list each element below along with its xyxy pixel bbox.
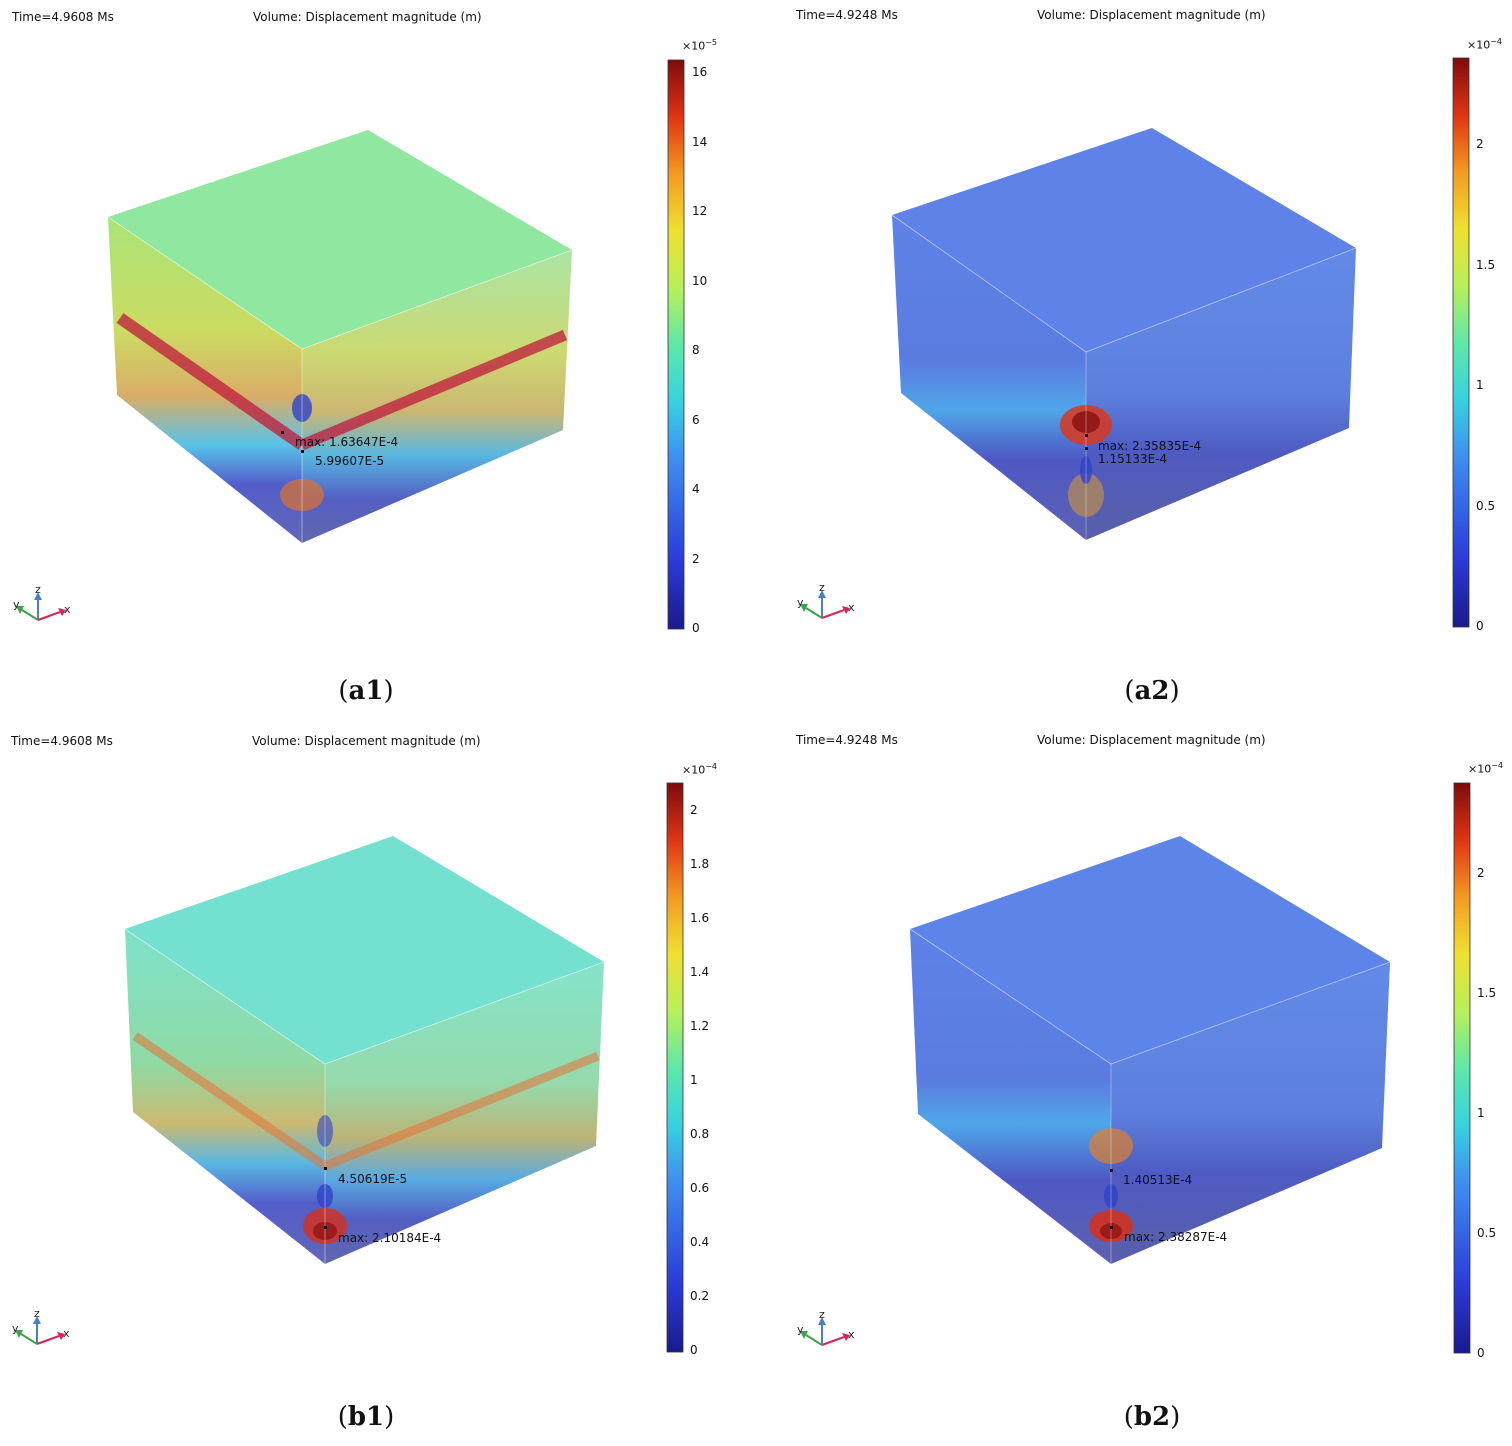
colorbar-tick: 6 [692, 413, 700, 427]
colorbar-tick: 0.8 [690, 1127, 710, 1141]
triad-z-label: z [35, 583, 41, 596]
panel-caption: (b1) [337, 1402, 395, 1432]
value-annotation: 5.99607E-5 [315, 454, 385, 468]
value-annotation: 1.40513E-4 [1123, 1173, 1193, 1187]
colorbar [1452, 57, 1470, 628]
cube-left-face [892, 215, 1086, 540]
colorbar-tick: 10 [692, 274, 708, 288]
time-label: Time=4.9608 Ms [11, 734, 113, 748]
colorbar-tick: 1.4 [690, 965, 710, 979]
colorbar-tick: 1.5 [1477, 986, 1497, 1000]
max-point-marker [324, 1226, 327, 1229]
max-point-marker [1110, 1226, 1113, 1229]
triad-x-label: x [848, 1328, 855, 1341]
colorbar-tick: 1.2 [690, 1019, 710, 1033]
colorbar-tick: 0 [1477, 1346, 1485, 1360]
colorbar-tick: 14 [692, 135, 708, 149]
triad-y-label: y [12, 1322, 19, 1335]
axis-triad: z x y [797, 1308, 855, 1346]
plot-title: Volume: Displacement magnitude (m) [1037, 8, 1266, 22]
axis-triad: z x y [797, 581, 855, 619]
colorbar-tick: 0.6 [690, 1181, 710, 1195]
colorbar-multiplier: ×10−4 [1467, 37, 1503, 52]
colorbar-tick: 1.8 [690, 857, 710, 871]
colorbar-tick: 12 [692, 204, 708, 218]
cube-right-face [1111, 962, 1390, 1264]
cube-right-face [302, 250, 572, 543]
cube-right-face [1086, 248, 1356, 540]
max-annotation: max: 1.63647E-4 [295, 435, 399, 449]
colorbar-tick: 0.5 [1477, 1226, 1497, 1240]
triad-x-label: x [63, 1327, 70, 1340]
value-point-marker [324, 1167, 327, 1170]
cube-top-face [125, 836, 604, 1064]
triad-x-label: x [64, 603, 71, 616]
colorbar-tick: 4 [692, 482, 700, 496]
colorbar-tick: 0.5 [1476, 499, 1496, 513]
colorbar [667, 59, 685, 630]
colorbar-tick: 1 [690, 1073, 698, 1087]
time-label: Time=4.9248 Ms [796, 733, 898, 747]
max-point-marker [1085, 434, 1088, 437]
cube-plot-a1: z x y [13, 59, 685, 630]
max-annotation: max: 2.35835E-4 [1098, 439, 1202, 453]
colorbar [1453, 782, 1471, 1354]
colorbar-tick: 2 [1476, 137, 1484, 151]
value-point-marker [301, 450, 304, 453]
plot-title: Volume: Displacement magnitude (m) [253, 10, 482, 24]
value-annotation: 1.15133E-4 [1098, 452, 1168, 466]
colorbar-tick: 2 [690, 803, 698, 817]
triad-z-label: z [819, 581, 825, 594]
plot-title: Volume: Displacement magnitude (m) [252, 734, 481, 748]
cube-plot-b2: z x y [797, 782, 1471, 1354]
cube-top-face [910, 836, 1390, 1064]
triad-z-label: z [819, 1308, 825, 1321]
panel-caption: (a2) [1124, 676, 1180, 706]
value-annotation: 4.50619E-5 [338, 1172, 408, 1186]
colorbar-tick: 0.4 [690, 1235, 710, 1249]
axis-triad: z x y [13, 583, 71, 621]
plot-title: Volume: Displacement magnitude (m) [1037, 733, 1266, 747]
colorbar-multiplier: ×10−4 [1468, 761, 1504, 776]
triad-y-label: y [797, 1323, 804, 1336]
colorbar-multiplier: ×10−4 [682, 762, 718, 777]
cube-top-face [892, 128, 1356, 352]
max-point-marker [281, 431, 284, 434]
panel-caption: (a1) [338, 676, 394, 706]
panel-a1: z x y Time=4.9608 Ms Volume: Displacemen… [0, 0, 756, 720]
colorbar-tick: 8 [692, 343, 700, 357]
cube-top-face [108, 130, 572, 349]
colorbar-tick: 0 [1476, 619, 1484, 633]
colorbar [666, 782, 684, 1353]
colorbar-tick: 1.5 [1476, 258, 1496, 272]
colorbar-tick: 2 [1477, 866, 1485, 880]
max-annotation: max: 2.38287E-4 [1124, 1230, 1228, 1244]
panel-b2: z x y Time=4.9248 Ms Volume: Displacemen… [784, 726, 1512, 1446]
value-point-marker [1085, 447, 1088, 450]
panel-a2: z x y Time=4.9248 Ms Volume: Displacemen… [784, 0, 1512, 720]
colorbar-tick: 16 [692, 65, 708, 79]
triad-y-label: y [13, 598, 20, 611]
triad-x-label: x [848, 601, 855, 614]
colorbar-tick: 1.6 [690, 911, 710, 925]
colorbar-tick: 0 [690, 1343, 698, 1357]
time-label: Time=4.9248 Ms [796, 8, 898, 22]
colorbar-multiplier: ×10−5 [682, 38, 718, 53]
max-annotation: max: 2.10184E-4 [338, 1231, 442, 1245]
time-label: Time=4.9608 Ms [12, 10, 114, 24]
colorbar-tick: 0 [692, 621, 700, 635]
cube-plot-b1: z x y [12, 782, 684, 1353]
value-point-marker [1110, 1169, 1113, 1172]
triad-z-label: z [34, 1307, 40, 1320]
panel-b1: z x y Time=4.9608 Ms Volume: Displacemen… [0, 726, 756, 1446]
colorbar-tick: 1 [1477, 1106, 1485, 1120]
cube-left-face [910, 929, 1111, 1264]
triad-y-label: y [797, 596, 804, 609]
colorbar-tick: 0.2 [690, 1289, 710, 1303]
panel-caption: (b2) [1123, 1402, 1181, 1432]
colorbar-tick: 1 [1476, 378, 1484, 392]
cube-plot-a2: z x y [797, 57, 1470, 628]
axis-triad: z x y [12, 1307, 70, 1345]
colorbar-tick: 2 [692, 552, 700, 566]
